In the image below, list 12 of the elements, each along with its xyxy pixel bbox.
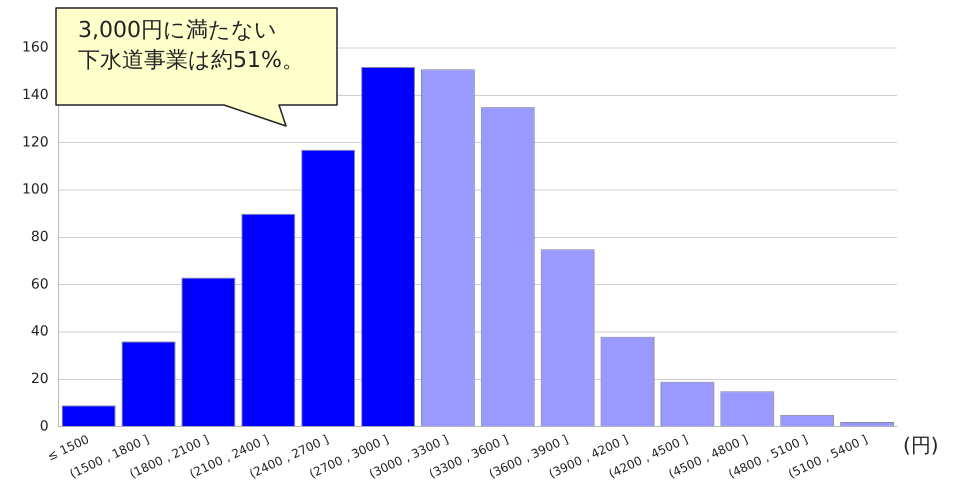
y-tick-label: 80: [30, 229, 49, 246]
y-tick-label: 40: [30, 324, 49, 340]
y-tick-label: 0: [40, 418, 49, 434]
y-tick-label: 100: [22, 182, 49, 198]
y-tick-label: 20: [30, 371, 49, 388]
annotation: 下水道事業は約51%。: [78, 47, 304, 75]
x-axis-title: (円): [903, 432, 939, 457]
text: 3,000円に満たない: [78, 17, 278, 45]
y-tick-label: 140: [22, 86, 49, 103]
y-tick-label: 160: [22, 40, 49, 56]
y-tick-label: 60: [30, 276, 49, 292]
y-tick-label: 120: [22, 134, 49, 150]
